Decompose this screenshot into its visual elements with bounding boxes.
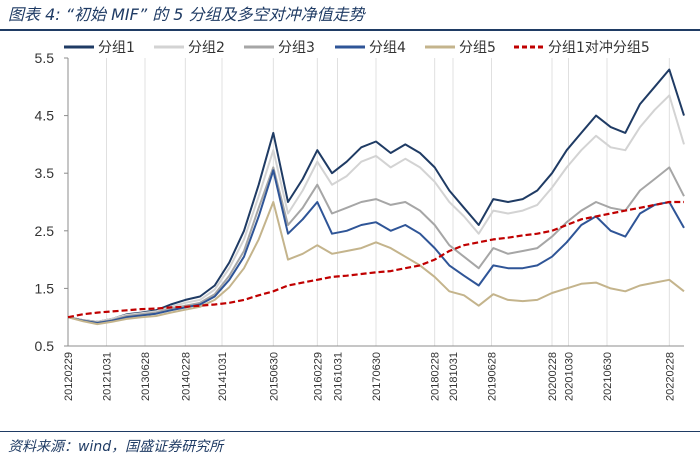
footer-rule xyxy=(0,431,700,432)
title-rule xyxy=(0,29,700,31)
x-tick-label: 20130628 xyxy=(140,352,152,401)
series-line-3 xyxy=(67,166,685,324)
x-tick-label: 20181031 xyxy=(448,352,460,401)
series-line-6 xyxy=(67,200,684,319)
legend-label: 分组2 xyxy=(188,40,225,56)
y-tick-label: 2.5 xyxy=(35,223,55,239)
y-tick-label: 4.5 xyxy=(35,108,55,124)
legend-label: 分组4 xyxy=(369,40,406,56)
x-tick-label: 20150630 xyxy=(268,352,280,401)
legend-label: 分组5 xyxy=(459,40,496,56)
y-tick-label: 1.5 xyxy=(35,280,55,296)
y-tick-label: 3.5 xyxy=(35,165,55,181)
y-tick-label: 0.5 xyxy=(35,338,55,354)
series-line-5 xyxy=(67,201,685,326)
x-tick-label: 20190628 xyxy=(487,352,499,401)
x-tick-label: 20170630 xyxy=(371,352,383,401)
x-tick-label: 20220228 xyxy=(664,352,676,401)
legend: 分组1 分组2 分组3 分组4 分组5 分组1对冲分组5 xyxy=(64,40,650,56)
chart-title: 图表 4: “初始 MIF” 的 5 分组及多空对冲净值走势 xyxy=(8,5,365,24)
series-line-4 xyxy=(67,169,685,324)
legend-label: 分组1 xyxy=(98,40,135,56)
grid xyxy=(67,58,670,346)
source-note: 资料来源：wind，国盛证券研究所 xyxy=(8,439,224,455)
y-tick-label: 5.5 xyxy=(35,50,55,66)
x-tick-label: 20180228 xyxy=(430,352,442,401)
x-axis-ticks: 20120229 20121031 20130628 20140228 20141031… xyxy=(63,352,676,401)
x-tick-label: 20120229 xyxy=(63,352,75,401)
x-tick-label: 20210630 xyxy=(602,352,614,401)
x-tick-label: 20140228 xyxy=(180,352,192,401)
x-tick-label: 20141031 xyxy=(217,352,229,401)
legend-label: 分组3 xyxy=(278,40,315,56)
x-tick-label: 20201030 xyxy=(564,352,576,401)
x-tick-label: 20200228 xyxy=(547,352,559,401)
y-axis-ticks: 0.5 1.5 2.5 3.5 4.5 5.5 xyxy=(35,50,68,354)
x-tick-label: 20121031 xyxy=(102,352,114,401)
x-tick-label: 20160229 xyxy=(312,352,324,401)
series-lines xyxy=(67,68,685,326)
legend-label: 分组1对冲分组5 xyxy=(548,40,650,56)
series-line-1 xyxy=(67,68,685,323)
axes xyxy=(67,58,684,347)
x-tick-label: 20161031 xyxy=(333,352,345,401)
